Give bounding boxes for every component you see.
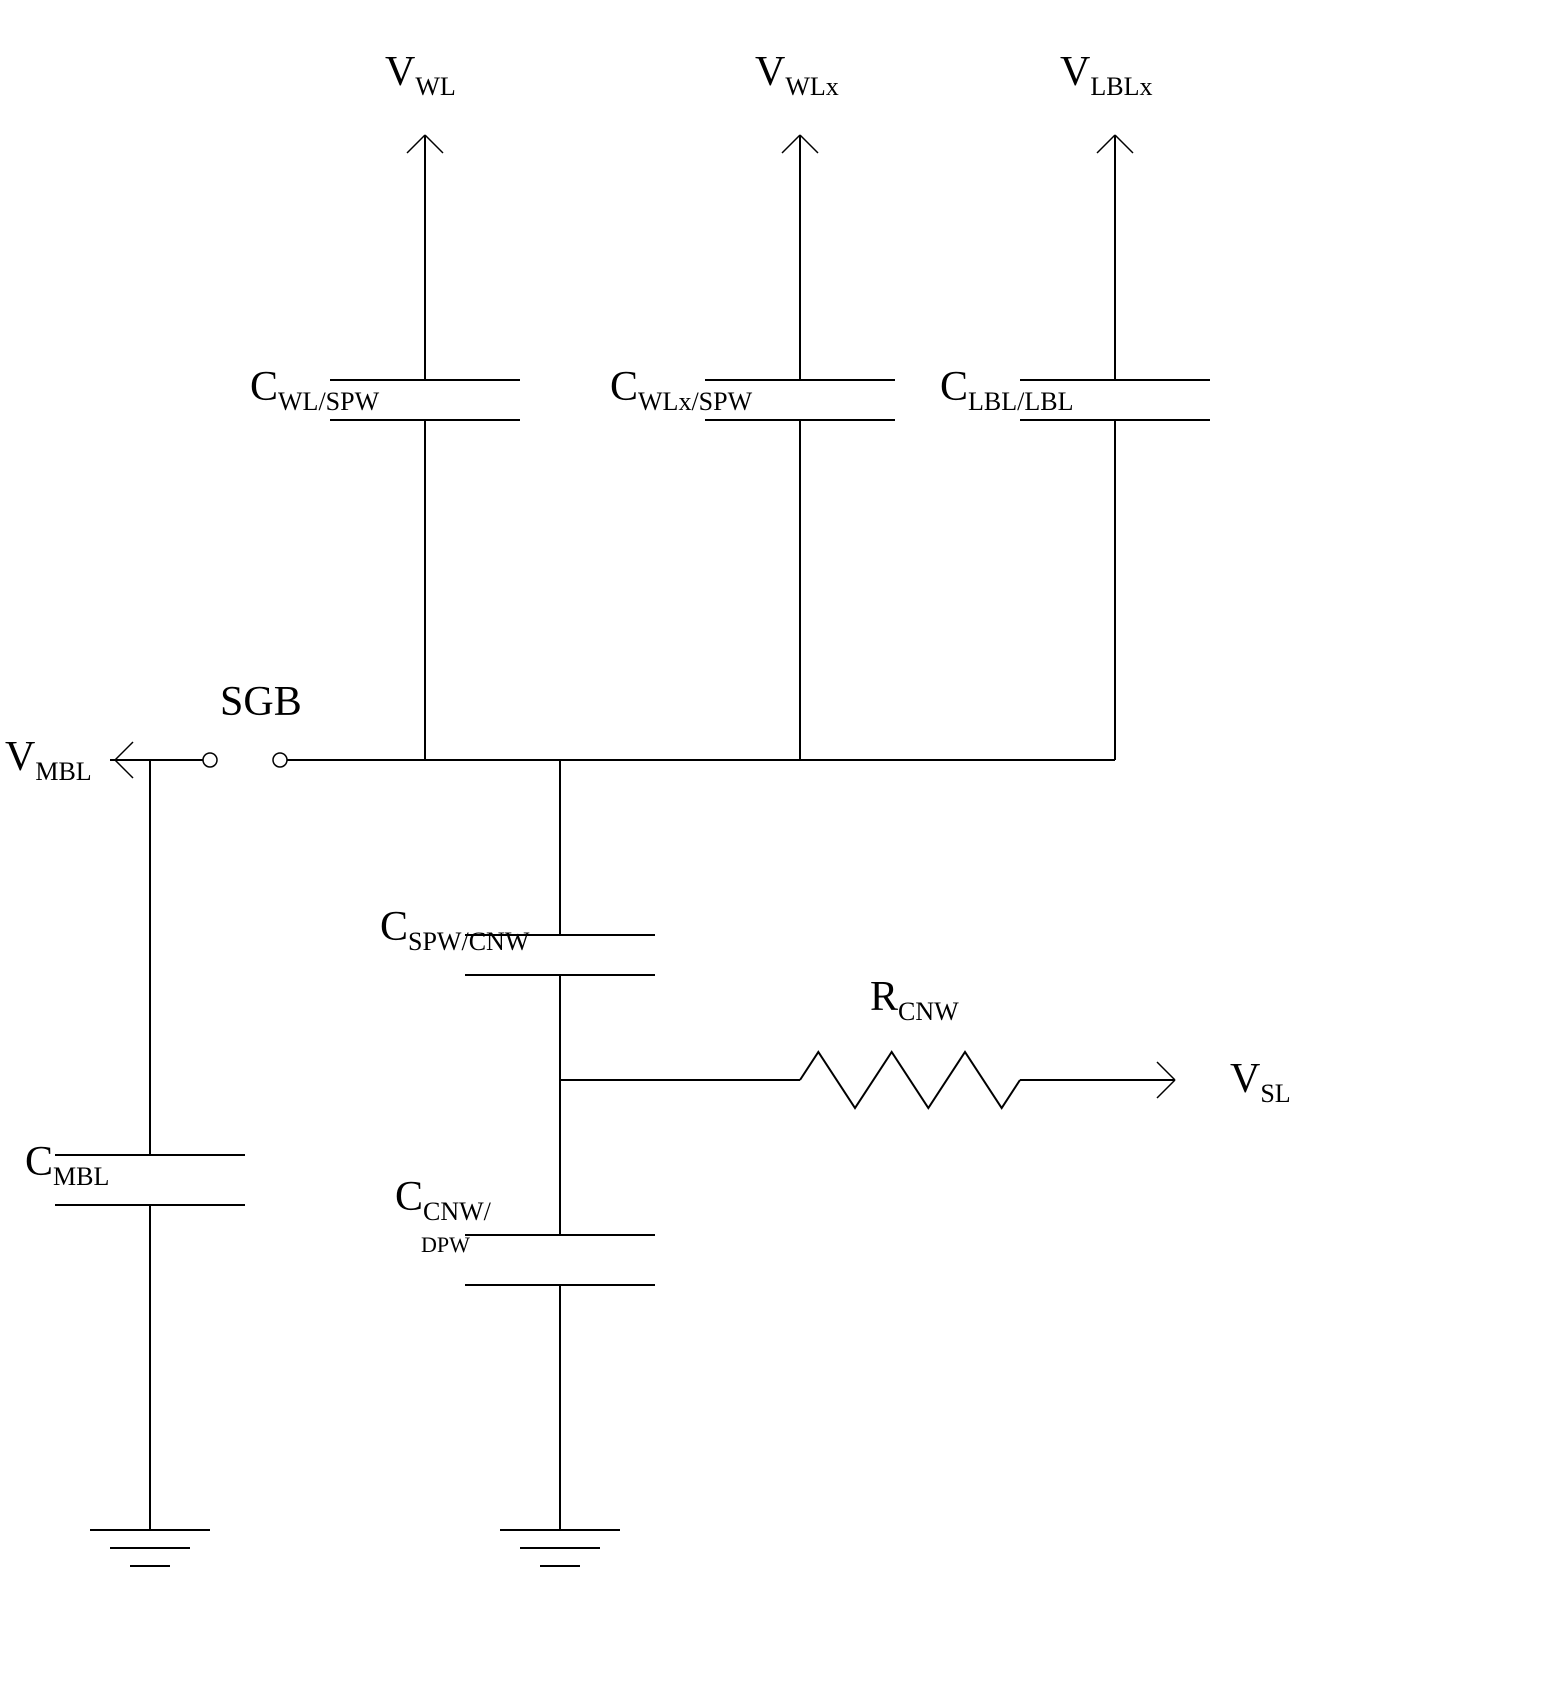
schematic-wire bbox=[800, 1052, 1020, 1108]
schematic-wire bbox=[115, 742, 133, 760]
schematic-label: DPW bbox=[421, 1232, 470, 1257]
label-sgb: SGB bbox=[220, 679, 302, 725]
schematic-wire bbox=[1157, 1062, 1175, 1080]
schematic-wire bbox=[407, 135, 425, 153]
label-c-wlx-spw: CWLx/SPW bbox=[610, 364, 753, 416]
schematic-wire bbox=[782, 135, 800, 153]
label-c-lbl-lbl: CLBL/LBL bbox=[940, 364, 1073, 416]
schematic-wire bbox=[425, 135, 443, 153]
label-r-cnw: RCNW bbox=[870, 974, 959, 1026]
switch-terminal-left bbox=[203, 753, 217, 767]
schematic-wire bbox=[1097, 135, 1115, 153]
label-v-wlx: VWLx bbox=[755, 49, 839, 101]
switch-terminal-right bbox=[273, 753, 287, 767]
label-c-cnw-dpw: CCNW/ bbox=[395, 1174, 492, 1226]
label-v-wl: VWL bbox=[385, 49, 456, 101]
schematic-wire bbox=[115, 760, 133, 778]
schematic-wire bbox=[800, 135, 818, 153]
label-v-sl: VSL bbox=[1230, 1056, 1291, 1108]
schematic-wire bbox=[1157, 1080, 1175, 1098]
schematic-wire bbox=[1115, 135, 1133, 153]
label-v-mbl: VMBL bbox=[5, 734, 92, 786]
label-c-spw-cnw: CSPW/CNW bbox=[380, 904, 530, 956]
label-c-wl-spw: CWL/SPW bbox=[250, 364, 380, 416]
label-c-mbl: CMBL bbox=[25, 1139, 109, 1191]
label-v-lblx: VLBLx bbox=[1060, 49, 1152, 101]
